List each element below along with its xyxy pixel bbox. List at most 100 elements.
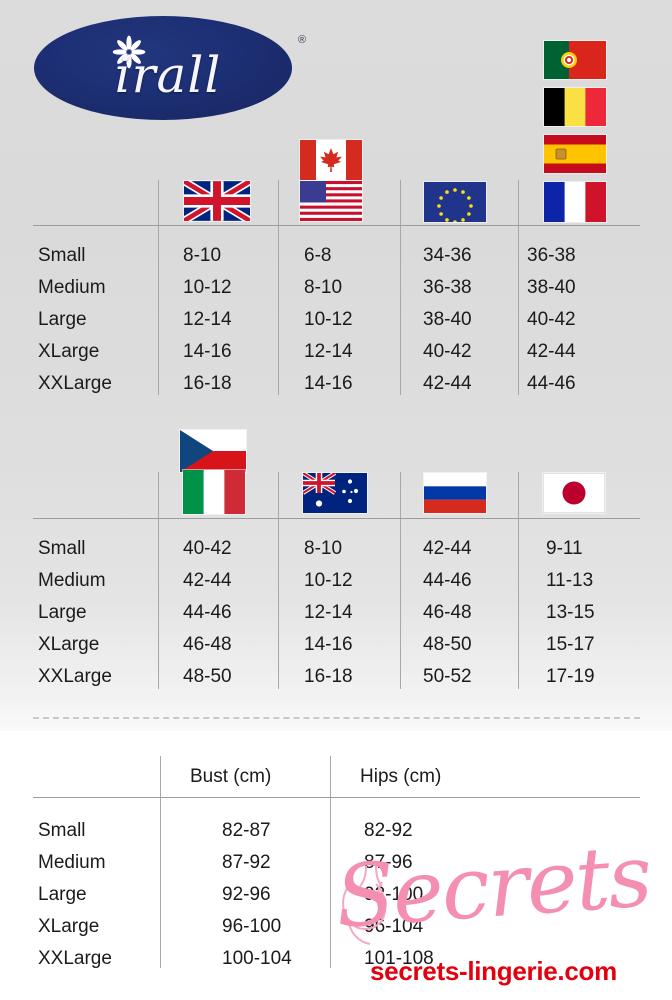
table2-cell: 11-13 <box>546 570 594 591</box>
table1-cell: 34-36 <box>423 245 472 266</box>
table3-cell: 92-96 <box>222 884 271 905</box>
table3-cell: 92-100 <box>364 884 424 905</box>
table1-cell: 42-44 <box>423 373 472 394</box>
flag-japan-icon <box>543 473 605 513</box>
table1-divider-2 <box>278 180 279 395</box>
table1-cell: 12-14 <box>183 309 232 330</box>
table2-cell: 13-15 <box>546 602 595 623</box>
flag-france-icon <box>544 182 606 222</box>
table3-header-hips: Hips (cm) <box>360 766 442 787</box>
background-white-band <box>0 731 672 1000</box>
table1-divider-4 <box>518 180 519 395</box>
table2-header-rule <box>33 518 640 519</box>
table3-cell: 82-92 <box>364 820 413 841</box>
table3-divider-2 <box>330 756 331 968</box>
table1-row-label: XXLarge <box>38 373 112 394</box>
table2-cell: 46-48 <box>183 634 232 655</box>
table2-divider-2 <box>278 472 279 689</box>
registered-trademark-icon: ® <box>298 34 307 46</box>
logo-wordmark: irall <box>114 46 222 104</box>
table3-row-label: Medium <box>38 852 106 873</box>
table2-cell: 40-42 <box>183 538 232 559</box>
table3-divider-1 <box>160 756 161 968</box>
table3-header-bust: Bust (cm) <box>190 766 272 787</box>
table1-cell: 44-46 <box>527 373 576 394</box>
table2-cell: 48-50 <box>423 634 472 655</box>
table2-row-label: XLarge <box>38 634 100 655</box>
table2-cell: 46-48 <box>423 602 472 623</box>
brand-logo: irall ® <box>34 16 306 120</box>
table1-cell: 38-40 <box>527 277 576 298</box>
table3-cell: 87-96 <box>364 852 413 873</box>
table1-row-label: Medium <box>38 277 106 298</box>
table2-cell: 15-17 <box>546 634 595 655</box>
table2-row-label: XXLarge <box>38 666 112 687</box>
table3-cell: 101-108 <box>364 948 434 969</box>
table1-cell: 8-10 <box>304 277 343 298</box>
table3-cell: 100-104 <box>222 948 292 969</box>
international-sizes-table-1: Small 8-10 6-8 34-36 36-38 Medium 10-12 … <box>0 0 672 410</box>
flag-czech-republic-icon <box>180 430 246 472</box>
flag-usa-icon <box>300 181 362 221</box>
table2-cell: 50-52 <box>423 666 472 687</box>
table1-row-label: Large <box>38 309 87 330</box>
flag-canada-icon <box>300 140 362 180</box>
table2-cell: 42-44 <box>423 538 472 559</box>
flag-italy-icon <box>183 470 245 514</box>
table2-cell: 16-18 <box>304 666 353 687</box>
table3-row-label: XLarge <box>38 916 100 937</box>
table3-row-label: XXLarge <box>38 948 112 969</box>
table1-cell: 14-16 <box>183 341 232 362</box>
table1-divider-3 <box>400 180 401 395</box>
table1-cell: 14-16 <box>304 373 353 394</box>
table3-cell: 96-104 <box>364 916 424 937</box>
table3-row-label: Small <box>38 820 86 841</box>
table2-row-label: Large <box>38 602 87 623</box>
flag-spain-icon <box>544 135 606 173</box>
table2-cell: 42-44 <box>183 570 232 591</box>
table2-cell: 9-11 <box>546 538 583 559</box>
table1-cell: 38-40 <box>423 309 472 330</box>
table1-divider-1 <box>158 180 159 395</box>
table2-cell: 10-12 <box>304 570 353 591</box>
table1-cell: 16-18 <box>183 373 232 394</box>
flag-belgium-icon <box>544 88 606 126</box>
flag-australia-icon <box>303 473 367 513</box>
table1-header-rule <box>33 225 640 226</box>
watermark-site-url: secrets-lingerie.com <box>370 956 617 986</box>
table3-cell: 96-100 <box>222 916 282 937</box>
section-separator <box>33 717 640 719</box>
flag-russia-icon <box>424 473 486 513</box>
table2-divider-3 <box>400 472 401 689</box>
table1-cell: 40-42 <box>527 309 576 330</box>
table2-cell: 17-19 <box>546 666 595 687</box>
table2-cell: 12-14 <box>304 602 353 623</box>
international-sizes-table-2: Small 40-42 8-10 42-44 9-11 Medium 42-44… <box>33 472 640 689</box>
table1-cell: 42-44 <box>527 341 576 362</box>
table1-cell: 6-8 <box>304 245 332 266</box>
flower-asterisk-icon <box>112 35 146 69</box>
flag-uk-icon <box>184 181 250 221</box>
table1-cell: 40-42 <box>423 341 472 362</box>
table3-row-label: Large <box>38 884 87 905</box>
table1-cell: 10-12 <box>304 309 353 330</box>
table1-cell: 36-38 <box>527 245 576 266</box>
table2-row-label: Small <box>38 538 86 559</box>
table3-cell: 87-92 <box>222 852 271 873</box>
table3-header-rule <box>33 797 640 798</box>
table1-row-label: Small <box>38 245 86 266</box>
table1-cell: 8-10 <box>183 245 222 266</box>
table1-cell: 36-38 <box>423 277 472 298</box>
table2-cell: 8-10 <box>304 538 343 559</box>
table1-row-label: XLarge <box>38 341 100 362</box>
table1-cell: 10-12 <box>183 277 232 298</box>
table2-cell: 14-16 <box>304 634 353 655</box>
table1-cell: 12-14 <box>304 341 353 362</box>
table2-cell: 44-46 <box>423 570 472 591</box>
table2-row-label: Medium <box>38 570 106 591</box>
table2-cell: 48-50 <box>183 666 232 687</box>
table2-cell: 44-46 <box>183 602 232 623</box>
table2-divider-4 <box>518 472 519 689</box>
